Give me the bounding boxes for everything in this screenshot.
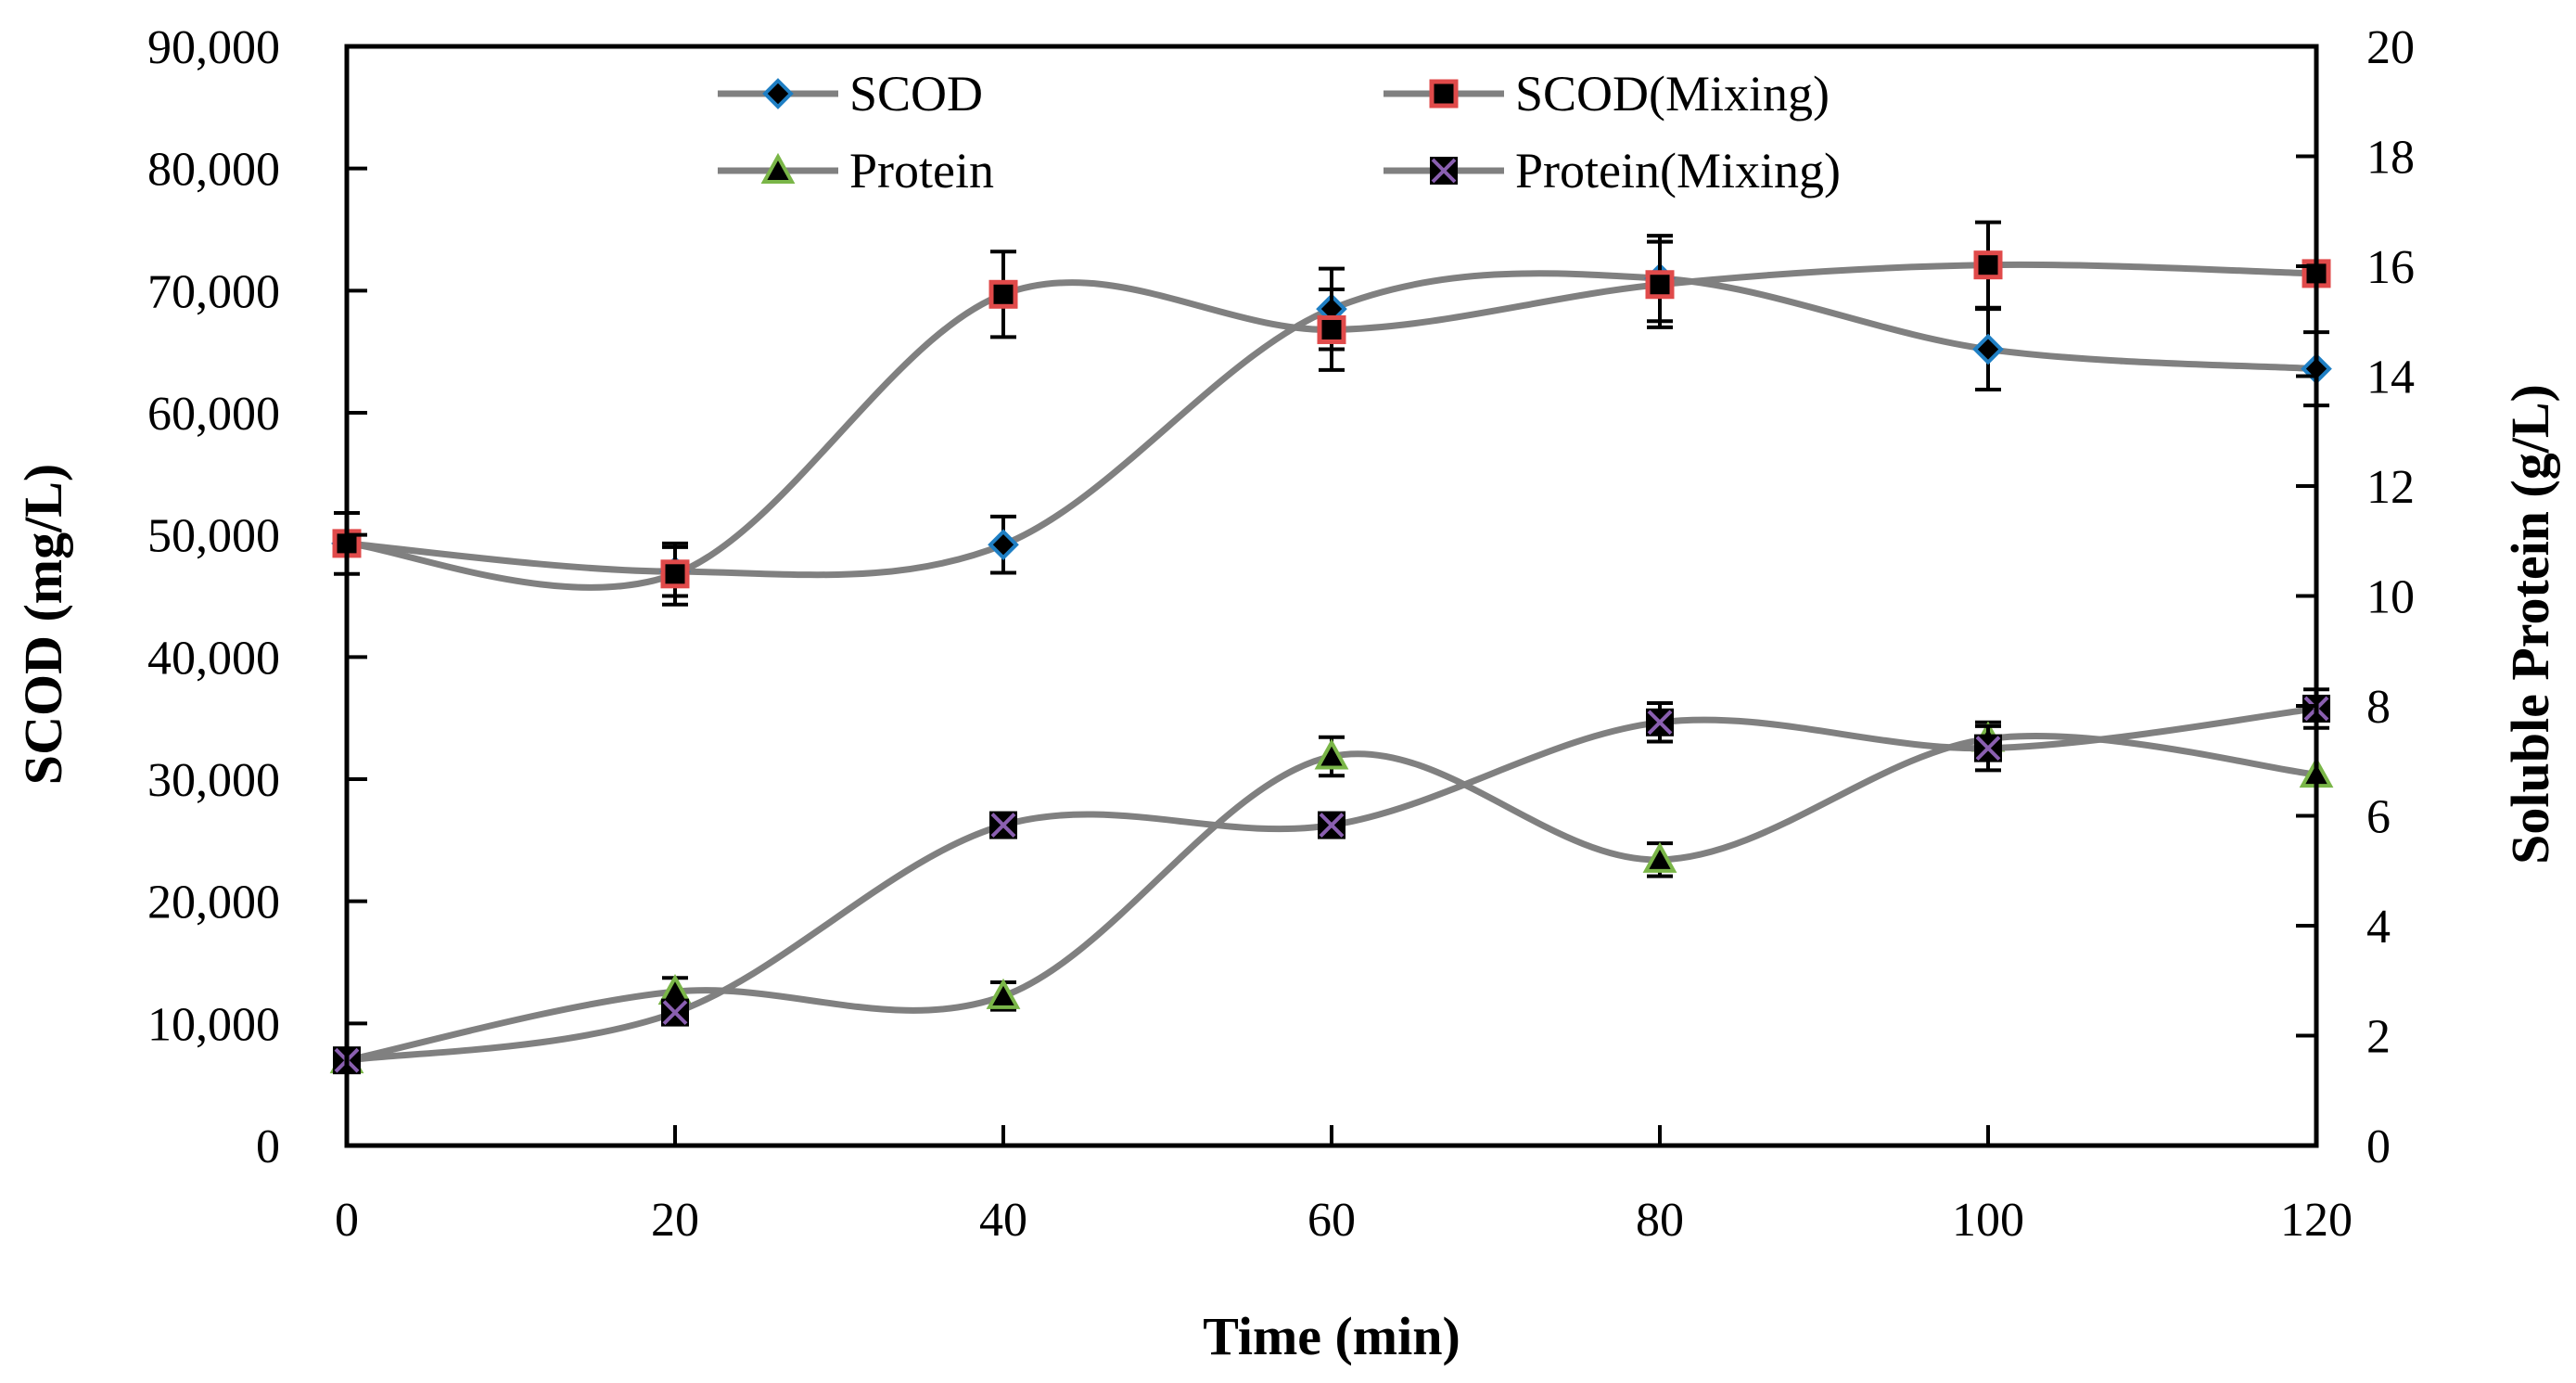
legend-marker <box>762 78 794 109</box>
x-tick-label: 80 <box>1636 1194 1684 1247</box>
legend-item: SCOD <box>718 66 983 122</box>
y2-tick-label: 12 <box>2366 461 2415 514</box>
legend-label: Protein <box>849 143 994 198</box>
data-point <box>1642 841 1677 873</box>
series-protein <box>329 720 2334 1074</box>
plot-frame <box>344 44 2319 1148</box>
y2-tick-label: 16 <box>2366 241 2415 294</box>
data-point <box>986 978 1021 1009</box>
y-axis-title: SCOD (mg/L) <box>13 464 73 785</box>
y-tick-label: 80,000 <box>147 144 280 197</box>
data-point <box>1973 250 2003 280</box>
y2-tick-label: 2 <box>2366 1011 2391 1064</box>
legend-item: Protein(Mixing) <box>1384 143 1841 198</box>
y-tick-label: 70,000 <box>147 265 280 318</box>
x-tick-label: 20 <box>651 1194 699 1247</box>
legend: SCOD SCOD(Mixing) Protein Protein(Mixing) <box>718 66 1841 198</box>
y2-tick-label: 4 <box>2366 901 2391 954</box>
x-tick-label: 60 <box>1307 1194 1356 1247</box>
y2-tick-label: 0 <box>2366 1120 2391 1173</box>
legend-marker <box>760 152 796 184</box>
x-axis-title: Time (min) <box>1203 1306 1460 1366</box>
y-tick-label: 20,000 <box>147 877 280 929</box>
data-point <box>1645 270 1675 300</box>
data-point <box>660 559 690 589</box>
y2-tick-label: 18 <box>2366 132 2415 185</box>
y2-tick-label: 6 <box>2366 791 2391 844</box>
data-point <box>1972 333 2004 365</box>
y-tick-label: 10,000 <box>147 998 280 1051</box>
legend-marker-cross <box>1431 158 1457 184</box>
data-point <box>1317 314 1346 344</box>
legend-item: Protein <box>718 143 994 198</box>
x-tick-label: 40 <box>979 1194 1027 1247</box>
legend-marker <box>1429 79 1459 109</box>
y-tick-label: 90,000 <box>147 21 280 74</box>
legend-label: SCOD(Mixing) <box>1515 66 1830 122</box>
y2-axis-title: Soluble Protein (g/L) <box>2500 384 2560 864</box>
series-line <box>346 733 2317 1064</box>
data-point-cross <box>1975 736 2001 762</box>
y-tick-label: 0 <box>256 1120 280 1173</box>
x-tick-label: 120 <box>2280 1194 2353 1247</box>
x-tick-label: 100 <box>1952 1194 2024 1247</box>
data-point <box>988 529 1019 561</box>
legend-label: SCOD <box>849 66 983 122</box>
y-tick-label: 50,000 <box>147 510 280 563</box>
data-point-cross <box>990 813 1016 838</box>
data-point-cross <box>662 1000 688 1026</box>
y2-tick-label: 10 <box>2366 571 2415 624</box>
data-point-cross <box>1319 813 1345 838</box>
data-point <box>1314 738 1349 770</box>
y2-tick-label: 14 <box>2366 352 2415 404</box>
y2-tick-label: 20 <box>2366 21 2415 74</box>
y-tick-label: 40,000 <box>147 632 280 685</box>
legend-item: SCOD(Mixing) <box>1384 66 1830 122</box>
legend-label: Protein(Mixing) <box>1515 143 1841 198</box>
data-point-cross <box>1647 710 1673 736</box>
y2-tick-label: 8 <box>2366 681 2391 734</box>
y-tick-label: 30,000 <box>147 754 280 807</box>
y-tick-label: 60,000 <box>147 388 280 441</box>
data-point <box>988 279 1018 309</box>
x-tick-label: 0 <box>335 1194 359 1247</box>
